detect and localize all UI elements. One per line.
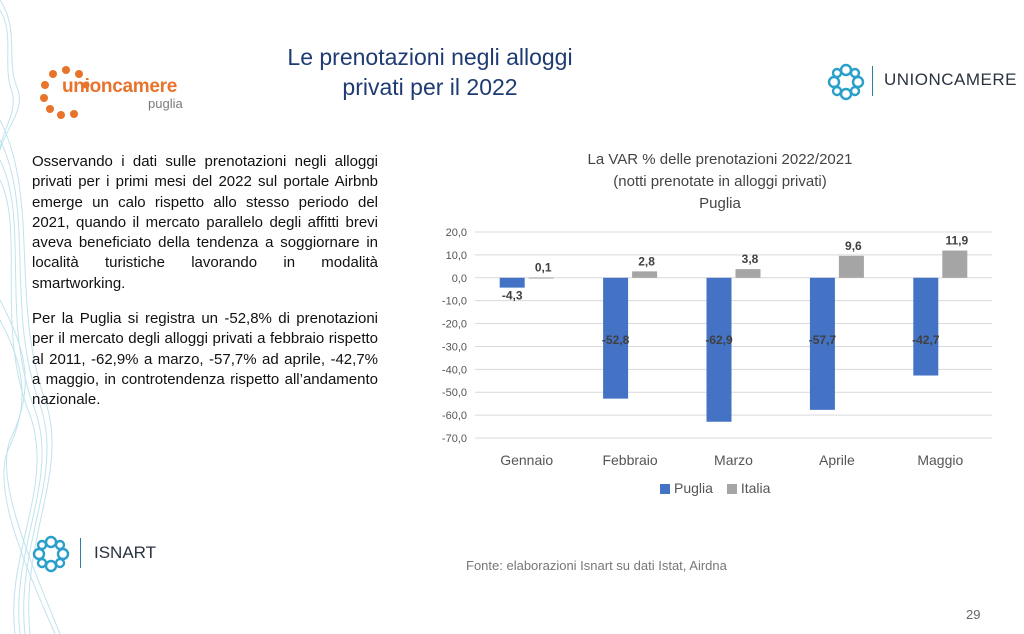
legend-label-italia: Italia xyxy=(740,480,771,496)
paragraph-1: Osservando i dati sulle prenotazioni neg… xyxy=(32,153,378,292)
knot-icon xyxy=(32,535,70,573)
y-tick-label: -40,0 xyxy=(442,364,467,376)
unioncamere-label: UNIONCAMERE xyxy=(884,70,1018,89)
data-label-puglia: -4,3 xyxy=(502,289,523,303)
slide-title-line-1: Le prenotazioni negli alloggi xyxy=(287,44,573,70)
unioncamere-wordmark: unioncamere xyxy=(62,76,177,97)
paragraph-2: Per la Puglia si registra un -52,8% di p… xyxy=(32,310,378,409)
sun-ring-icon xyxy=(40,66,90,119)
y-tick-label: -10,0 xyxy=(442,296,467,308)
y-tick-label: 10,0 xyxy=(446,250,467,262)
bar-puglia-maggio xyxy=(913,277,939,376)
chart-title-line-1: La VAR % delle prenotazioni 2022/2021 xyxy=(587,151,853,168)
y-tick-label: -60,0 xyxy=(442,410,467,422)
bar-chart: 20,0 10,0 0,0 -10,0 -20,0 -30,0 -40,0 -50,0 -60,… xyxy=(442,227,992,468)
puglia-wordmark: puglia xyxy=(148,96,183,111)
data-label-italia: 11,9 xyxy=(945,234,968,248)
y-tick-label: -50,0 xyxy=(442,387,467,399)
y-tick-label: -70,0 xyxy=(442,433,467,445)
slide-title-line-2: privati per il 2022 xyxy=(342,74,518,100)
body-text: Osservando i dati sulle prenotazioni neg… xyxy=(32,152,378,426)
bar-puglia-aprile xyxy=(809,277,835,410)
x-tick-label: Marzo xyxy=(714,452,753,468)
logo-divider xyxy=(80,538,81,568)
data-label-puglia: -52,8 xyxy=(602,333,630,347)
x-tick-label: Aprile xyxy=(819,452,855,468)
legend-swatch-italia xyxy=(726,484,737,494)
y-tick-label: 0,0 xyxy=(452,273,467,285)
bar-italia-febbraio xyxy=(632,271,658,278)
data-label-puglia: -57,7 xyxy=(809,333,837,347)
chart-title-line-3: Puglia xyxy=(699,195,741,212)
y-tick-label: -30,0 xyxy=(442,341,467,353)
slide-title: Le prenotazioni negli alloggi privati pe… xyxy=(240,42,620,102)
source-note: Fonte: elaborazioni Isnart su dati Istat… xyxy=(466,558,727,573)
legend-swatch-puglia xyxy=(660,484,670,494)
y-tick-label: -20,0 xyxy=(442,319,467,331)
bar-italia-maggio xyxy=(942,250,968,278)
data-label-italia: 2,8 xyxy=(638,254,655,268)
legend-label-puglia: Puglia xyxy=(674,480,713,496)
bar-italia-aprile xyxy=(838,255,864,278)
data-label-italia: 0,1 xyxy=(535,261,552,275)
legend-item-italia: Italia xyxy=(726,480,771,496)
isnart-logo: ISNART xyxy=(30,534,170,574)
x-tick-label: Gennaio xyxy=(500,452,553,468)
chart-title: La VAR % delle prenotazioni 2022/2021 (n… xyxy=(540,149,900,215)
unioncamere-puglia-logo: unioncamere puglia xyxy=(38,62,198,122)
data-label-italia: 9,6 xyxy=(845,239,862,253)
bar-puglia-marzo xyxy=(706,277,732,422)
logo-divider xyxy=(872,66,873,96)
unioncamere-logo: UNIONCAMERE xyxy=(826,60,1017,104)
bar-italia-gennaio xyxy=(528,277,554,279)
x-tick-label: Febbraio xyxy=(602,452,657,468)
isnart-label: ISNART xyxy=(94,543,157,562)
data-label-puglia: -62,9 xyxy=(705,333,733,347)
legend-item-puglia: Puglia xyxy=(660,480,713,496)
bar-puglia-febbraio xyxy=(603,277,629,399)
decorative-waves xyxy=(0,0,61,634)
data-label-italia: 3,8 xyxy=(742,252,759,266)
data-label-puglia: -42,7 xyxy=(912,333,940,347)
chart-legend: Puglia Italia xyxy=(660,480,780,496)
knot-icon xyxy=(827,63,865,101)
chart-title-line-2: (notti prenotate in alloggi privati) xyxy=(613,173,827,190)
y-tick-label: 20,0 xyxy=(446,227,467,239)
bar-italia-marzo xyxy=(735,269,761,278)
page-number: 29 xyxy=(966,607,981,622)
x-tick-label: Maggio xyxy=(917,452,963,468)
bar-puglia-gennaio xyxy=(499,277,525,288)
